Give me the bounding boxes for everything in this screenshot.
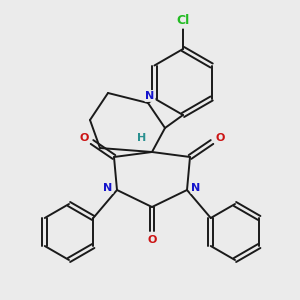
Text: N: N [191,183,201,193]
Text: H: H [137,133,147,143]
Text: O: O [215,133,225,143]
Text: O: O [79,133,89,143]
Text: O: O [147,235,157,245]
Text: N: N [146,91,154,101]
Text: Cl: Cl [176,14,190,28]
Text: N: N [103,183,112,193]
